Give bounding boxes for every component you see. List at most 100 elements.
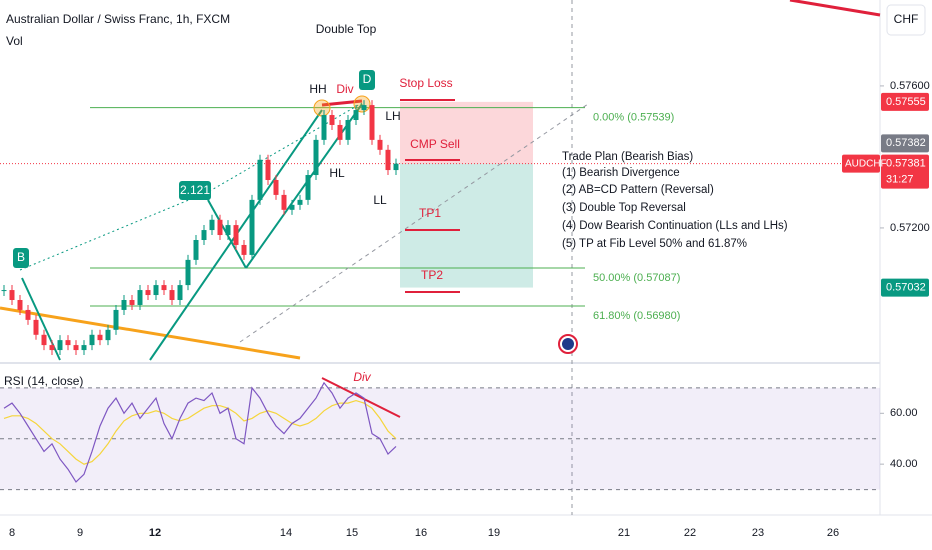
- candle: [241, 244, 247, 255]
- candle: [225, 225, 231, 236]
- ratio-badge-label: 2.121: [180, 183, 210, 197]
- time-tick-label: 15: [346, 527, 358, 539]
- pattern-label: Double Top: [316, 22, 377, 36]
- risk-box: [400, 101, 533, 164]
- div-label: Div: [336, 82, 353, 96]
- candle: [305, 175, 311, 200]
- rsi-label: RSI (14, close): [4, 374, 83, 388]
- abcd-line: [245, 103, 363, 269]
- candle: [369, 105, 375, 140]
- candle: [153, 285, 159, 296]
- candle: [393, 163, 399, 171]
- badge: [13, 248, 29, 268]
- candle: [89, 334, 95, 346]
- candle: [329, 115, 335, 125]
- b-badge-label: B: [17, 250, 25, 264]
- rsi-ma-line: [3, 399, 397, 465]
- hl-label: HL: [329, 166, 345, 180]
- badge: [179, 181, 211, 200]
- event-flag: [562, 338, 574, 350]
- candle: [25, 309, 31, 320]
- trend-line: [789, 0, 881, 17]
- candle: [297, 199, 303, 205]
- current-marker-box: [881, 154, 929, 189]
- plan-item: (3) Double Top Reversal: [562, 202, 686, 214]
- ll-label: LL: [373, 193, 387, 207]
- back-layer: [0, 101, 880, 491]
- candle: [337, 124, 343, 140]
- badge: [359, 70, 375, 90]
- trend-line: [0, 306, 301, 360]
- tp2-label: TP2: [421, 268, 443, 282]
- time-tick-label: 8: [9, 527, 15, 539]
- candle: [145, 290, 151, 296]
- candle: [129, 300, 135, 305]
- symbol-tag: [842, 154, 880, 173]
- candle: [345, 120, 351, 140]
- price-tick-label: 0.57600: [890, 80, 930, 92]
- symbol-title: Australian Dollar / Swiss Franc, 1h, FXC…: [6, 12, 230, 26]
- time-tick-label: 14: [280, 527, 292, 539]
- rsi-div-line: [321, 377, 401, 418]
- currency-label: CHF: [894, 12, 919, 26]
- candle: [9, 290, 15, 300]
- symbol-tag-label: AUDCHF: [845, 158, 887, 169]
- candle: [113, 309, 119, 330]
- time-tick-label: 22: [684, 527, 696, 539]
- currency-button[interactable]: [886, 4, 926, 36]
- reward-box: [400, 163, 533, 288]
- tp1-label: TP1: [419, 206, 441, 220]
- candle: [65, 340, 71, 346]
- channel-line: [239, 103, 589, 343]
- candle: [161, 285, 167, 291]
- candle: [73, 345, 79, 351]
- rsi-div-label: Div: [353, 370, 371, 384]
- stop-marker-label: 0.57555: [886, 96, 926, 108]
- plan-item: (4) Dow Bearish Continuation (LLs and LH…: [562, 220, 788, 232]
- plan-title: Trade Plan (Bearish Bias): [562, 151, 693, 163]
- candle: [185, 259, 191, 286]
- candle: [41, 334, 47, 346]
- candle: [121, 300, 127, 310]
- rsi-line: [3, 381, 397, 483]
- candle: [257, 159, 263, 200]
- candle: [361, 105, 367, 111]
- candle: [17, 300, 23, 310]
- fib-label: 0.00% (0.57539): [593, 111, 674, 123]
- candle: [57, 340, 63, 351]
- time-tick-label: 26: [827, 527, 839, 539]
- candle: [49, 345, 55, 351]
- countdown-label: 31:27: [886, 174, 914, 186]
- candle: [209, 219, 215, 231]
- d-badge-label: D: [363, 72, 372, 86]
- stop-loss-label: Stop Loss: [399, 76, 452, 90]
- candle: [105, 329, 111, 341]
- rsi-tick-label: 40.00: [890, 458, 918, 470]
- time-tick-label: 16: [415, 527, 427, 539]
- candle: [249, 199, 255, 255]
- candle: [177, 285, 183, 300]
- candle: [81, 345, 87, 351]
- candle: [97, 334, 103, 341]
- time-tick-label: 12: [149, 527, 161, 539]
- lh-label: LH: [385, 109, 400, 123]
- stop-marker-box: [881, 92, 929, 111]
- price-tick-label: 0.57200: [890, 222, 930, 234]
- last-marker-label: 0.57382: [886, 137, 926, 149]
- time-tick-label: 9: [77, 527, 83, 539]
- candle: [281, 194, 287, 210]
- candle: [217, 219, 223, 236]
- last-marker-box: [881, 134, 929, 153]
- fib-label: 61.80% (0.56980): [593, 310, 680, 322]
- time-tick-label: 23: [752, 527, 764, 539]
- time-tick-label: 21: [618, 527, 630, 539]
- candle: [1, 290, 7, 292]
- candle: [169, 290, 175, 300]
- fib-label: 50.00% (0.57087): [593, 272, 680, 284]
- candle: [353, 110, 359, 120]
- rsi-tick-label: 60.00: [890, 407, 918, 419]
- time-tick-label: 19: [488, 527, 500, 539]
- candle: [385, 149, 391, 171]
